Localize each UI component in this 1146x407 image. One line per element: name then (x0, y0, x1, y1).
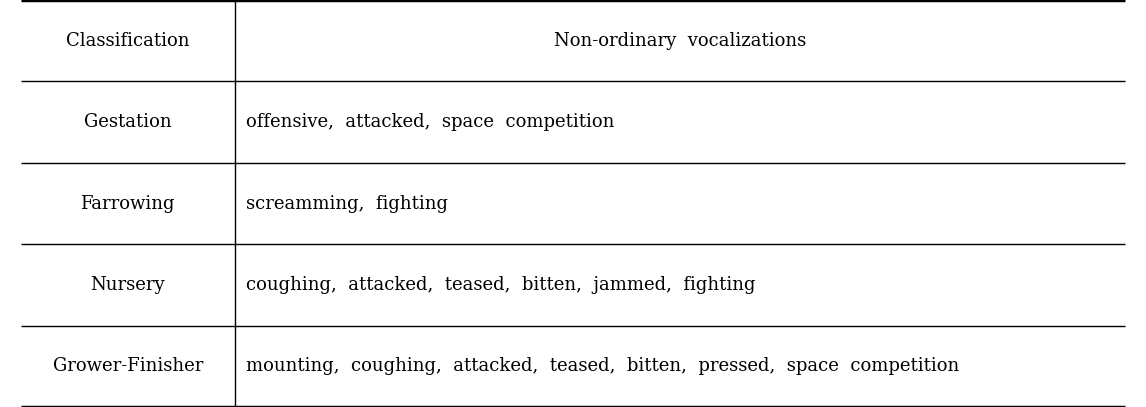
Text: mounting,  coughing,  attacked,  teased,  bitten,  pressed,  space  competition: mounting, coughing, attacked, teased, bi… (246, 357, 959, 375)
Text: offensive,  attacked,  space  competition: offensive, attacked, space competition (246, 113, 614, 131)
Text: coughing,  attacked,  teased,  bitten,  jammed,  fighting: coughing, attacked, teased, bitten, jamm… (246, 276, 756, 294)
Text: Nursery: Nursery (91, 276, 165, 294)
Text: Grower-Finisher: Grower-Finisher (53, 357, 203, 375)
Text: Non-ordinary  vocalizations: Non-ordinary vocalizations (554, 32, 807, 50)
Text: screamming,  fighting: screamming, fighting (246, 195, 448, 212)
Text: Classification: Classification (66, 32, 189, 50)
Text: Gestation: Gestation (84, 113, 172, 131)
Text: Farrowing: Farrowing (80, 195, 175, 212)
